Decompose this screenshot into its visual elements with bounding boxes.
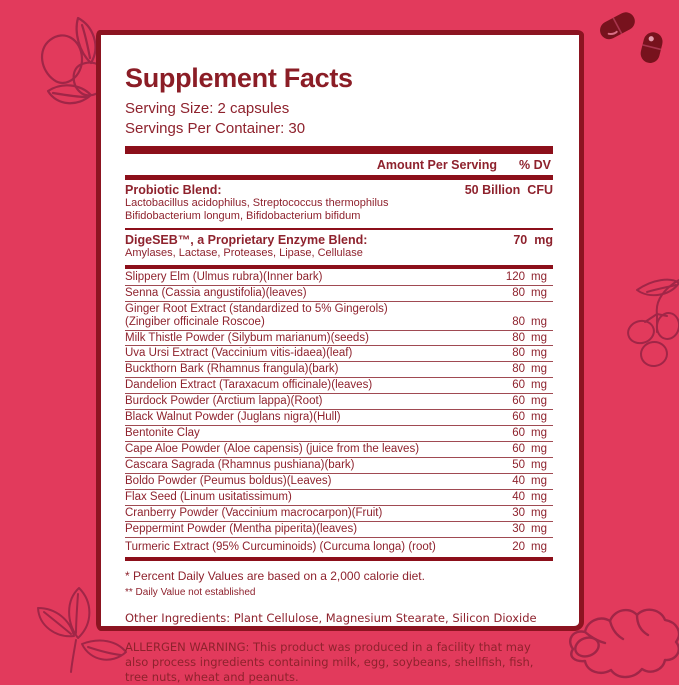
- not-established-footnote: ** Daily Value not established: [125, 586, 256, 598]
- other-ingredients: Other Ingredients: Plant Cellulose, Magn…: [125, 610, 537, 625]
- blend-amount: 50 Billion CFU: [464, 182, 553, 197]
- ingredient-amount: 20 mg: [512, 541, 547, 554]
- ingredient-name: Dandelion Extract (Taraxacum officinale)…: [125, 379, 373, 392]
- ingredient-row: Slippery Elm (Ulmus rubra)(Inner bark) 1…: [125, 270, 553, 286]
- ingredient-amount: 30 mg: [512, 523, 547, 536]
- ingredient-row: Boldo Powder (Peumus boldus)(Leaves) 40 m…: [125, 474, 553, 491]
- ingredient-row: Uva Ursi Extract (Vaccinium vitis-idaea)…: [125, 346, 553, 363]
- ginger-root-illustration-icon: [569, 608, 679, 679]
- amount-per-serving-header: Amount Per Serving: [376, 157, 498, 172]
- probiotic-blend-row: Probiotic Blend: 50 Billion CFU Lactobaci…: [125, 180, 553, 228]
- blend-components: Lactobacillus acidophilus, Streptococcus…: [125, 196, 389, 209]
- ingredient-amount: 40 mg: [512, 475, 547, 488]
- blend-name: Probiotic Blend:: [125, 182, 222, 197]
- ingredient-name: Slippery Elm (Ulmus rubra)(Inner bark): [125, 270, 323, 283]
- ingredient-amount: 120 mg: [505, 270, 547, 283]
- ingredient-row: Peppermint Powder (Mentha piperita)(leav…: [125, 522, 553, 539]
- dv-header: % DV: [519, 157, 551, 172]
- ingredient-name: Ginger Root Extract (standardized to 5% …: [125, 302, 388, 328]
- divider-line: [125, 227, 553, 230]
- ingredient-amount: 60 mg: [512, 379, 547, 392]
- ingredient-name: Black Walnut Powder (Juglans nigra)(Hull…: [125, 411, 341, 424]
- panel-title: Supplement Facts: [125, 63, 353, 93]
- ingredient-row: Cranberry Powder (Vaccinium macrocarpon)…: [125, 506, 553, 523]
- ingredient-amount: 80 mg: [512, 286, 547, 299]
- ingredient-amount: 30 mg: [512, 507, 547, 520]
- ingredient-amount: 80 mg: [512, 347, 547, 360]
- ingredient-amount: 40 mg: [512, 491, 547, 504]
- ingredient-row: Turmeric Extract (95% Curcuminoids) (Cur…: [125, 538, 553, 557]
- ingredient-row: Black Walnut Powder (Juglans nigra)(Hull…: [125, 410, 553, 427]
- ingredient-name: Bentonite Clay: [125, 427, 200, 440]
- ingredient-amount: 60 mg: [512, 443, 547, 456]
- ingredient-amount: 50 mg: [512, 459, 547, 472]
- ingredient-row: Buckthorn Bark (Rhamnus frangula)(bark) …: [125, 362, 553, 379]
- ingredient-name: Senna (Cassia angustifolia)(leaves): [125, 286, 307, 299]
- blend-name: DigeSEB™, a Proprietary Enzyme Blend:: [125, 232, 368, 247]
- daily-value-footnote: * Percent Daily Values are based on a 2,…: [125, 569, 425, 584]
- ingredient-name: Cape Aloe Powder (Aloe capensis) (juice …: [125, 443, 420, 456]
- servings-per-container: Servings Per Container: 30: [125, 119, 306, 137]
- ingredient-name: Buckthorn Bark (Rhamnus frangula)(bark): [125, 363, 339, 376]
- divider-bar: [125, 264, 553, 269]
- ingredient-name: Milk Thistle Powder (Silybum marianum)(s…: [125, 331, 369, 344]
- ingredient-name: Turmeric Extract (95% Curcuminoids) (Cur…: [125, 541, 436, 554]
- supplement-facts-panel: Supplement Facts Serving Size: 2 capsule…: [96, 30, 584, 684]
- ingredient-amount: 60 mg: [512, 411, 547, 424]
- leaves-illustration-icon: [37, 587, 127, 673]
- ingredient-table: Slippery Elm (Ulmus rubra)(Inner bark) 1…: [125, 270, 553, 558]
- ingredient-name: Cranberry Powder (Vaccinium macrocarpon)…: [125, 507, 383, 520]
- ingredient-row: Bentonite Clay 60 mg: [125, 426, 553, 443]
- ingredient-name: Cascara Sagrada (Rhamnus pushiana)(bark): [125, 459, 355, 472]
- ingredient-row: Cascara Sagrada (Rhamnus pushiana)(bark)…: [125, 458, 553, 475]
- ingredient-name: Burdock Powder (Arctium lappa)(Root): [125, 395, 323, 408]
- ingredient-amount: 60 mg: [512, 395, 547, 408]
- ingredient-amount: 80 mg: [512, 315, 547, 328]
- ingredient-row: Senna (Cassia angustifolia)(leaves) 80 mg: [125, 286, 553, 302]
- ingredient-row: Milk Thistle Powder (Silybum marianum)(s…: [125, 331, 553, 347]
- ingredient-row: Dandelion Extract (Taraxacum officinale)…: [125, 378, 553, 395]
- divider-bar-bottom: [125, 557, 553, 562]
- blend-components: Bifidobacterium longum, Bifidobacterium …: [125, 210, 361, 223]
- blend-amount: 70 mg: [513, 232, 553, 247]
- blend-components: Amylases, Lactase, Proteases, Lipase, Ce…: [125, 247, 363, 260]
- ingredient-amount: 80 mg: [512, 331, 547, 344]
- berries-illustration-icon: [627, 278, 679, 368]
- ingredient-row: Ginger Root Extract (standardized to 5% …: [125, 302, 553, 331]
- ingredient-row: Cape Aloe Powder (Aloe capensis) (juice …: [125, 442, 553, 459]
- enzyme-blend-row: DigeSEB™, a Proprietary Enzyme Blend: 70…: [125, 230, 553, 265]
- divider-bar-top: [125, 145, 553, 154]
- ingredient-row: Burdock Powder (Arctium lappa)(Root) 60 m…: [125, 394, 553, 411]
- ingredient-name: Boldo Powder (Peumus boldus)(Leaves): [125, 475, 332, 488]
- serving-size: Serving Size: 2 capsules: [125, 100, 290, 117]
- ingredient-row: Flax Seed (Linum usitatissimum) 40 mg: [125, 490, 553, 507]
- ingredient-amount: 60 mg: [512, 427, 547, 440]
- ingredient-amount: 80 mg: [512, 363, 547, 376]
- ingredient-name: Flax Seed (Linum usitatissimum): [125, 491, 292, 504]
- allergen-warning: ALLERGEN WARNING: This product was produ…: [125, 639, 534, 685]
- ingredient-name: Uva Ursi Extract (Vaccinium vitis-idaea)…: [125, 347, 353, 360]
- ingredient-name: Peppermint Powder (Mentha piperita)(leav…: [125, 523, 358, 536]
- divider-bar-under-header: [125, 174, 553, 180]
- capsule-pills-icon: [600, 12, 663, 63]
- column-header-row: Amount Per Serving % DV: [125, 154, 553, 175]
